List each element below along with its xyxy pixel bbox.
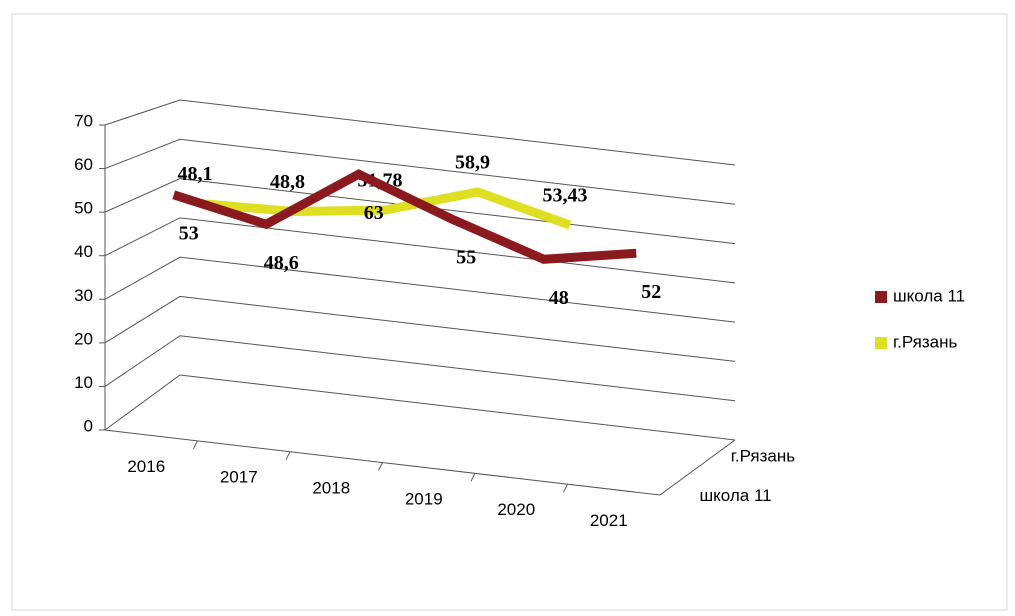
- x-tick: [378, 462, 383, 471]
- chart-frame: [11, 13, 1008, 611]
- x-tick-label: 2018: [312, 479, 350, 498]
- x-tick: [193, 440, 198, 450]
- data-label: 48,1: [178, 163, 213, 185]
- data-label: 48,6: [264, 252, 299, 274]
- data-label: 53: [179, 222, 199, 244]
- series-line: [199, 187, 572, 230]
- x-tick-label: 2021: [590, 511, 628, 530]
- grid-line: [104, 256, 736, 323]
- data-label: 48,8: [270, 171, 305, 193]
- x-tick-label: 2020: [497, 500, 535, 519]
- grid-line: [104, 138, 736, 205]
- x-tick: [285, 451, 291, 460]
- data-label: 48: [549, 287, 569, 309]
- grid-line: [104, 99, 736, 166]
- legend-label: школа 11: [893, 286, 965, 305]
- legend-swatch: [875, 337, 887, 349]
- y-tick-label: 30: [74, 286, 93, 305]
- y-tick-label: 10: [74, 373, 93, 392]
- x-tick-label: 2017: [220, 468, 258, 487]
- y-tick-label: 40: [74, 242, 93, 261]
- series-line: [172, 169, 637, 264]
- data-label: 63: [364, 202, 384, 224]
- legend-swatch: [875, 291, 887, 303]
- y-tick-label: 0: [84, 416, 93, 435]
- y-tick-label: 20: [74, 329, 93, 348]
- x-tick: [563, 483, 568, 493]
- grid-line: [104, 374, 736, 441]
- y-tick-label: 50: [74, 199, 93, 218]
- legend-label: г.Рязань: [893, 332, 957, 351]
- x-tick-label: 2016: [127, 457, 165, 476]
- grid-line: [104, 335, 736, 402]
- x-tick: [470, 473, 476, 482]
- y-tick-label: 60: [74, 155, 93, 174]
- data-label: 52: [641, 281, 661, 303]
- grid-line: [104, 295, 736, 362]
- depth-label: г.Рязань: [731, 447, 795, 466]
- data-label: 55: [456, 246, 476, 268]
- data-label: 53,43: [543, 185, 588, 207]
- x-tick-label: 2019: [405, 489, 443, 508]
- data-label: 58,9: [455, 152, 490, 174]
- y-tick-label: 70: [74, 111, 93, 130]
- depth-label: школа 11: [700, 486, 772, 505]
